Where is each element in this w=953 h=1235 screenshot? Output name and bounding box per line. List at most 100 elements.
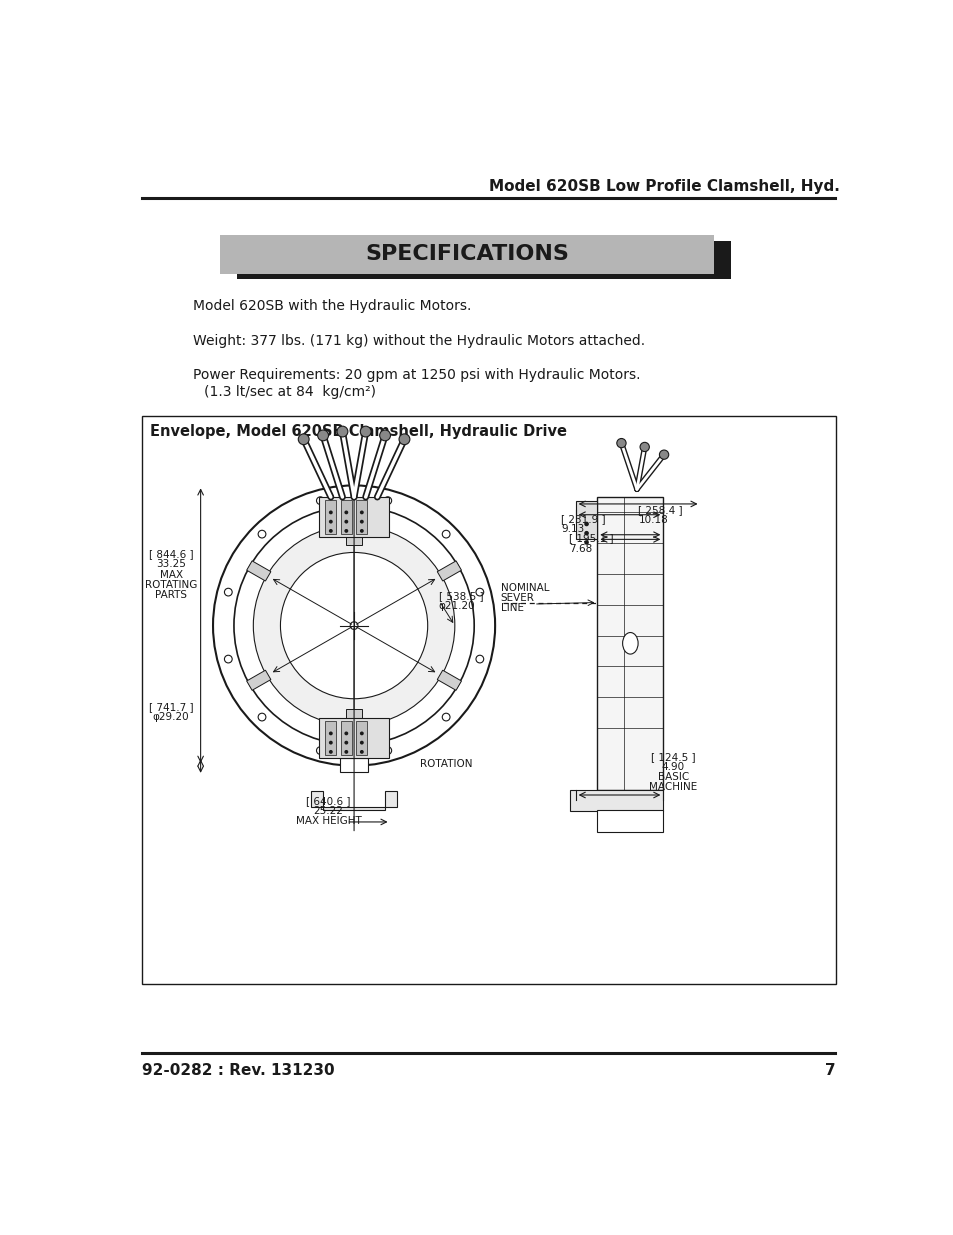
Circle shape bbox=[583, 531, 588, 536]
Circle shape bbox=[379, 430, 390, 441]
Bar bbox=[436, 671, 461, 690]
Circle shape bbox=[258, 714, 266, 721]
Bar bbox=[597, 496, 662, 789]
Text: φ29.20: φ29.20 bbox=[152, 713, 190, 722]
Polygon shape bbox=[311, 792, 396, 810]
Text: 25.22: 25.22 bbox=[314, 806, 343, 816]
Circle shape bbox=[359, 750, 363, 753]
Circle shape bbox=[359, 731, 363, 735]
Text: Model 620SB Low Profile Clamshell, Hyd.: Model 620SB Low Profile Clamshell, Hyd. bbox=[489, 179, 840, 194]
Text: [ 231.9 ]: [ 231.9 ] bbox=[560, 514, 605, 525]
Circle shape bbox=[344, 741, 348, 745]
Text: (1.3 lt/sec at 84  kg/cm²): (1.3 lt/sec at 84 kg/cm²) bbox=[204, 385, 376, 399]
Bar bbox=[220, 235, 714, 274]
Bar bbox=[319, 718, 389, 758]
Circle shape bbox=[224, 588, 232, 597]
Text: φ21.20: φ21.20 bbox=[438, 601, 475, 611]
Bar bbox=[436, 561, 461, 580]
Bar bbox=[319, 496, 389, 537]
Text: PARTS: PARTS bbox=[155, 590, 187, 600]
Circle shape bbox=[359, 529, 363, 532]
Circle shape bbox=[383, 496, 392, 505]
Circle shape bbox=[639, 442, 649, 452]
Bar bbox=[348, 505, 359, 527]
Bar bbox=[346, 709, 361, 718]
Text: Model 620SB with the Hydraulic Motors.: Model 620SB with the Hydraulic Motors. bbox=[193, 299, 471, 312]
Text: 9.13: 9.13 bbox=[560, 525, 583, 535]
Text: 33.25: 33.25 bbox=[156, 559, 186, 569]
Circle shape bbox=[329, 520, 333, 524]
Circle shape bbox=[398, 433, 410, 445]
Circle shape bbox=[258, 530, 266, 538]
Text: Envelope, Model 620SB Clamshell, Hydraulic Drive: Envelope, Model 620SB Clamshell, Hydraul… bbox=[150, 424, 567, 440]
Text: [ 258.4 ]: [ 258.4 ] bbox=[638, 505, 682, 515]
Text: [ 538.5 ]: [ 538.5 ] bbox=[438, 592, 482, 601]
Circle shape bbox=[344, 750, 348, 753]
Bar bbox=[340, 500, 352, 534]
Text: MAX HEIGHT: MAX HEIGHT bbox=[295, 816, 361, 826]
Text: BASIC: BASIC bbox=[657, 772, 688, 782]
Circle shape bbox=[359, 510, 363, 514]
Circle shape bbox=[442, 714, 450, 721]
Circle shape bbox=[583, 540, 588, 545]
Circle shape bbox=[359, 520, 363, 524]
Circle shape bbox=[442, 530, 450, 538]
Text: [ 844.6 ]: [ 844.6 ] bbox=[149, 550, 193, 559]
Circle shape bbox=[329, 529, 333, 532]
Text: 7: 7 bbox=[823, 1063, 835, 1078]
Text: 10.18: 10.18 bbox=[638, 515, 667, 525]
Bar bbox=[142, 416, 835, 984]
Bar bbox=[325, 500, 335, 534]
Circle shape bbox=[344, 510, 348, 514]
Bar bbox=[597, 810, 662, 832]
Circle shape bbox=[476, 588, 483, 597]
Text: Weight: 377 lbs. (171 kg) without the Hydraulic Motors attached.: Weight: 377 lbs. (171 kg) without the Hy… bbox=[193, 333, 644, 348]
Circle shape bbox=[280, 552, 427, 699]
Text: [ 124.5 ]: [ 124.5 ] bbox=[650, 752, 695, 762]
Circle shape bbox=[360, 426, 371, 437]
Bar bbox=[247, 671, 271, 690]
Circle shape bbox=[476, 656, 483, 663]
Text: [ 195.1 ]: [ 195.1 ] bbox=[568, 534, 613, 543]
Circle shape bbox=[298, 433, 309, 445]
Text: [ 640.6 ]: [ 640.6 ] bbox=[306, 797, 351, 806]
Text: 92-0282 : Rev. 131230: 92-0282 : Rev. 131230 bbox=[142, 1063, 335, 1078]
Bar bbox=[247, 561, 271, 580]
Ellipse shape bbox=[622, 632, 638, 655]
Bar bbox=[356, 500, 367, 534]
Text: 4.90: 4.90 bbox=[661, 762, 684, 772]
Circle shape bbox=[344, 529, 348, 532]
Bar bbox=[348, 724, 359, 746]
Circle shape bbox=[233, 506, 474, 745]
Circle shape bbox=[213, 485, 495, 766]
Text: SPECIFICATIONS: SPECIFICATIONS bbox=[365, 245, 569, 264]
Text: [ 741.7 ]: [ 741.7 ] bbox=[149, 703, 193, 713]
Circle shape bbox=[317, 430, 328, 441]
Circle shape bbox=[329, 510, 333, 514]
Circle shape bbox=[316, 747, 324, 755]
Text: ROTATING: ROTATING bbox=[145, 579, 197, 590]
Circle shape bbox=[329, 741, 333, 745]
Text: LINE: LINE bbox=[500, 603, 523, 613]
Bar bbox=[325, 721, 335, 755]
Bar bbox=[340, 758, 368, 772]
Circle shape bbox=[659, 450, 668, 459]
Bar bbox=[575, 501, 597, 540]
Circle shape bbox=[344, 731, 348, 735]
Text: MAX: MAX bbox=[159, 569, 183, 579]
Bar bbox=[340, 721, 352, 755]
Circle shape bbox=[316, 496, 324, 505]
Circle shape bbox=[344, 520, 348, 524]
Circle shape bbox=[583, 521, 588, 526]
Text: Power Requirements: 20 gpm at 1250 psi with Hydraulic Motors.: Power Requirements: 20 gpm at 1250 psi w… bbox=[193, 368, 639, 383]
Circle shape bbox=[329, 731, 333, 735]
Text: MACHINE: MACHINE bbox=[649, 782, 697, 793]
Circle shape bbox=[224, 656, 232, 663]
Text: 7.68: 7.68 bbox=[568, 543, 592, 553]
Circle shape bbox=[383, 747, 392, 755]
Text: ROTATION: ROTATION bbox=[419, 760, 472, 769]
Bar bbox=[356, 721, 367, 755]
Circle shape bbox=[359, 741, 363, 745]
Circle shape bbox=[336, 426, 348, 437]
Text: SEVER: SEVER bbox=[500, 593, 534, 603]
